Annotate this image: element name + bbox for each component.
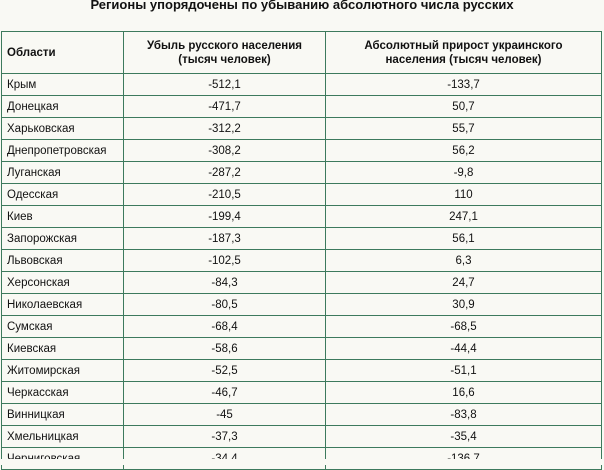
table-row: Запорожская -187,3 56,1 (1, 227, 602, 250)
cell-russian-decline: -84,3 (123, 271, 326, 294)
cell-ukrainian-growth: -68,5 (325, 315, 602, 338)
table-row: Киевская -58,6 -44,4 (1, 337, 602, 360)
table-row: Черкасская -46,7 16,6 (1, 381, 602, 404)
cell-russian-decline: -58,6 (123, 337, 326, 360)
cell-ukrainian-growth: 24,7 (325, 271, 602, 294)
cell-ukrainian-growth: 30,9 (325, 293, 602, 316)
cell-russian-decline: -287,2 (123, 161, 326, 184)
table-row: Николаевская -80,5 30,9 (1, 293, 602, 316)
header-ukrainian-growth: Абсолютный прирост украинского населения… (325, 31, 602, 74)
cell-ukrainian-growth: 56,1 (325, 227, 602, 250)
cell-region: Запорожская (1, 227, 124, 250)
cell-russian-decline: -52,5 (123, 359, 326, 382)
cell-region: Николаевская (1, 293, 124, 316)
table-row: Киев -199,4 247,1 (1, 205, 602, 228)
cell-region: Одесская (1, 183, 124, 206)
cell-ukrainian-growth: 50,7 (325, 95, 602, 118)
cell-region: Харьковская (1, 117, 124, 140)
data-table: Области Убыль русского населения (тысяч … (1, 31, 602, 470)
cell-ukrainian-growth: -44,4 (325, 337, 602, 360)
cell-russian-decline: -102,5 (123, 249, 326, 272)
cell-region: Киевская (1, 337, 124, 360)
cell-russian-decline: -308,2 (123, 139, 326, 162)
header-oblasti: Области (1, 31, 124, 74)
table-row: Харьковская -312,2 55,7 (1, 117, 602, 140)
table-row: Сумская -68,4 -68,5 (1, 315, 602, 338)
table-row: Крым -512,1 -133,7 (1, 73, 602, 96)
table-row: Донецкая -471,7 50,7 (1, 95, 602, 118)
cell-russian-decline: -312,2 (123, 117, 326, 140)
cell-ukrainian-growth: 16,6 (325, 381, 602, 404)
cell-ukrainian-growth: 55,7 (325, 117, 602, 140)
cell-region: Херсонская (1, 271, 124, 294)
cell-russian-decline: -46,7 (123, 381, 326, 404)
cell-region: Луганская (1, 161, 124, 184)
table-row: Львовская -102,5 6,3 (1, 249, 602, 272)
cell-ukrainian-growth: -51,1 (325, 359, 602, 382)
cell-region: Черкасская (1, 381, 124, 404)
table-row: Днепропетровская -308,2 56,2 (1, 139, 602, 162)
cell-ukrainian-growth: -83,8 (325, 403, 602, 426)
cell-russian-decline: -45 (123, 403, 326, 426)
table-row: Винницкая -45 -83,8 (1, 403, 602, 426)
cell-russian-decline: -512,1 (123, 73, 326, 96)
cell-russian-decline: -80,5 (123, 293, 326, 316)
cell-russian-decline: -210,5 (123, 183, 326, 206)
cell-ukrainian-growth: 56,2 (325, 139, 602, 162)
cell-ukrainian-growth: 110 (325, 183, 602, 206)
table-row: Луганская -287,2 -9,8 (1, 161, 602, 184)
cell-ukrainian-growth: 6,3 (325, 249, 602, 272)
cell-ukrainian-growth: -133,7 (325, 73, 602, 96)
cell-region: Львовская (1, 249, 124, 272)
header-russian-decline: Убыль русского населения (тысяч человек) (123, 31, 326, 74)
cell-region: Житомирская (1, 359, 124, 382)
cell-region: Сумская (1, 315, 124, 338)
cell-region: Днепропетровская (1, 139, 124, 162)
cell-russian-decline: -187,3 (123, 227, 326, 250)
cell-russian-decline: -199,4 (123, 205, 326, 228)
table-row: Хмельницкая -37,3 -35,4 (1, 425, 602, 448)
cell-region: Киев (1, 205, 124, 228)
cell-ukrainian-growth: 247,1 (325, 205, 602, 228)
table-row: Херсонская -84,3 24,7 (1, 271, 602, 294)
cell-ukrainian-growth: -9,8 (325, 161, 602, 184)
cell-region: Крым (1, 73, 124, 96)
page-title: Регионы упорядочены по убыванию абсолютн… (90, 0, 514, 12)
cell-russian-decline: -68,4 (123, 315, 326, 338)
table-row: Житомирская -52,5 -51,1 (1, 359, 602, 382)
cell-region: Винницкая (1, 403, 124, 426)
cell-russian-decline: -37,3 (123, 425, 326, 448)
page-bottom-edge (0, 459, 604, 465)
cell-region: Донецкая (1, 95, 124, 118)
cell-russian-decline: -471,7 (123, 95, 326, 118)
table-body: Крым -512,1 -133,7 Донецкая -471,7 50,7 Харько… (1, 73, 602, 470)
table-row: Одесская -210,5 110 (1, 183, 602, 206)
table-header-row: Области Убыль русского населения (тысяч … (1, 31, 602, 74)
cell-ukrainian-growth: -35,4 (325, 425, 602, 448)
cell-region: Хмельницкая (1, 425, 124, 448)
